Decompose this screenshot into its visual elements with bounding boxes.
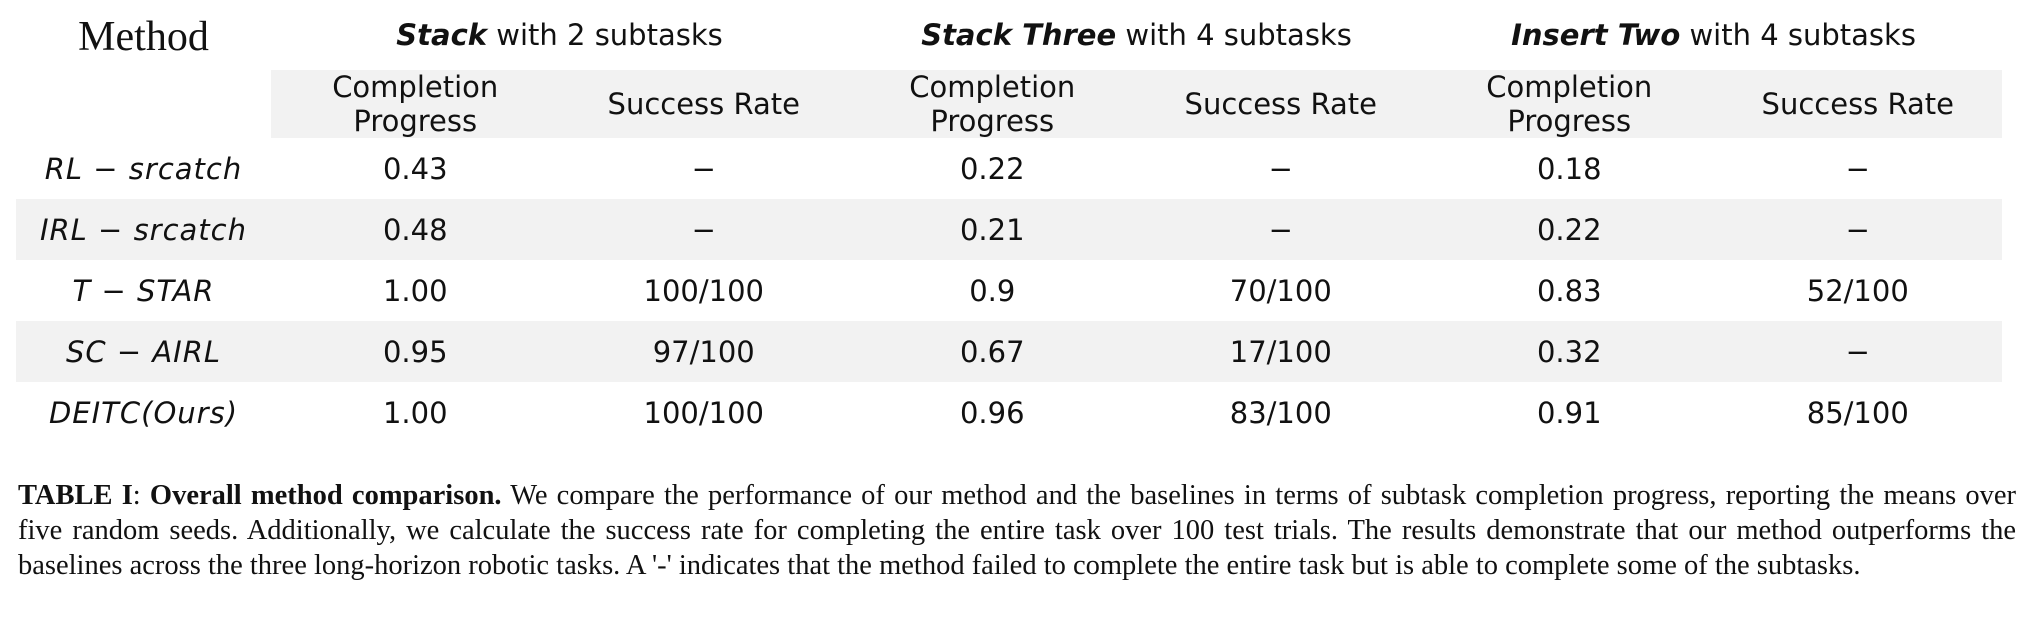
table-cell: − bbox=[1136, 199, 1426, 260]
table-cell: 0.48 bbox=[271, 199, 560, 260]
table-cell: 1.00 bbox=[382, 273, 448, 308]
table-cell: − bbox=[1268, 151, 1293, 186]
caption-title: Overall method comparison. bbox=[149, 480, 502, 511]
table-cell: 0.32 bbox=[1425, 321, 1714, 382]
group-header-stack: Stack with 2 subtasks bbox=[271, 0, 848, 70]
table-cell: 0.22 bbox=[959, 151, 1025, 186]
table-cell: 0.95 bbox=[271, 321, 560, 382]
sub-header-completion-progress: Completion Progress bbox=[271, 70, 560, 138]
table-cell: 0.67 bbox=[848, 321, 1137, 382]
caption-label: TABLE I bbox=[18, 480, 133, 511]
table-cell: 85/100 bbox=[1806, 395, 1909, 430]
table-cell: − bbox=[1845, 151, 1870, 186]
caption-separator: : bbox=[132, 480, 150, 511]
sub-header-success-rate: Success Rate bbox=[1713, 70, 2003, 138]
table-cell: 83/100 bbox=[1229, 395, 1332, 430]
sub-header-success-rate: Success Rate bbox=[559, 70, 849, 138]
sub-header-completion-progress: Completion Progress bbox=[1425, 70, 1714, 138]
table-cell: 97/100 bbox=[559, 321, 849, 382]
method-name: T − STAR bbox=[72, 273, 215, 308]
table-cell: − bbox=[559, 199, 849, 260]
group-suffix: with 4 subtasks bbox=[1116, 18, 1352, 52]
table-cell: 1.00 bbox=[382, 395, 448, 430]
table-cell: − bbox=[1713, 321, 2003, 382]
method-name: DEITC(Ours) bbox=[48, 395, 239, 430]
table-cell: 0.83 bbox=[1536, 273, 1602, 308]
sub-header-row: Completion Progress Success Rate Complet… bbox=[16, 70, 2003, 138]
table-row: SC − AIRL 0.95 97/100 0.67 17/100 0.32 − bbox=[16, 321, 2003, 382]
method-name: RL − srcatch bbox=[44, 151, 243, 186]
table-cell: 0.91 bbox=[1536, 395, 1602, 430]
group-suffix: with 2 subtasks bbox=[487, 18, 723, 52]
table-cell: 0.22 bbox=[1425, 199, 1714, 260]
group-name: Stack bbox=[396, 18, 488, 52]
table-row: RL − srcatch 0.43 − 0.22 − 0.18 − bbox=[16, 138, 2002, 199]
group-name: Stack Three bbox=[921, 18, 1117, 52]
table-cell: 100/100 bbox=[643, 395, 764, 430]
table-cell: 0.18 bbox=[1536, 151, 1602, 186]
group-name: Insert Two bbox=[1511, 18, 1681, 52]
table-cell: 100/100 bbox=[643, 273, 764, 308]
caption-body: We compare the performance of our method… bbox=[18, 480, 2016, 581]
table-cell: 0.43 bbox=[382, 151, 448, 186]
table-cell: 17/100 bbox=[1136, 321, 1426, 382]
table-cell: − bbox=[691, 151, 716, 186]
blank-header-cell bbox=[16, 70, 271, 138]
table-cell: 0.96 bbox=[959, 395, 1025, 430]
sub-header-completion-progress: Completion Progress bbox=[848, 70, 1137, 138]
table-cell: − bbox=[1713, 199, 2003, 260]
group-header-row: Method Stack with 2 subtasks Stack Three… bbox=[16, 0, 2002, 70]
table-cell: 70/100 bbox=[1229, 273, 1332, 308]
results-table: Method Stack with 2 subtasks Stack Three… bbox=[16, 0, 2003, 443]
group-header-insert-two: Insert Two with 4 subtasks bbox=[1425, 0, 2002, 70]
method-name: SC − AIRL bbox=[16, 321, 271, 382]
table-row: IRL − srcatch 0.48 − 0.21 − 0.22 − bbox=[16, 199, 2003, 260]
group-header-stack-three: Stack Three with 4 subtasks bbox=[848, 0, 1425, 70]
table-cell: 0.9 bbox=[969, 273, 1016, 308]
table-row: DEITC(Ours) 1.00 100/100 0.96 83/100 0.9… bbox=[16, 382, 2002, 443]
group-suffix: with 4 subtasks bbox=[1680, 18, 1916, 52]
table-row: T − STAR 1.00 100/100 0.9 70/100 0.83 52… bbox=[16, 260, 2002, 321]
method-name: IRL − srcatch bbox=[16, 199, 271, 260]
table-cell: 52/100 bbox=[1806, 273, 1909, 308]
table-cell: 0.21 bbox=[848, 199, 1137, 260]
table-caption: TABLE I: Overall method comparison. We c… bbox=[18, 478, 2016, 583]
method-column-header: Method bbox=[78, 14, 209, 60]
results-table-container: Method Stack with 2 subtasks Stack Three… bbox=[16, 0, 2003, 443]
sub-header-success-rate: Success Rate bbox=[1136, 70, 1426, 138]
